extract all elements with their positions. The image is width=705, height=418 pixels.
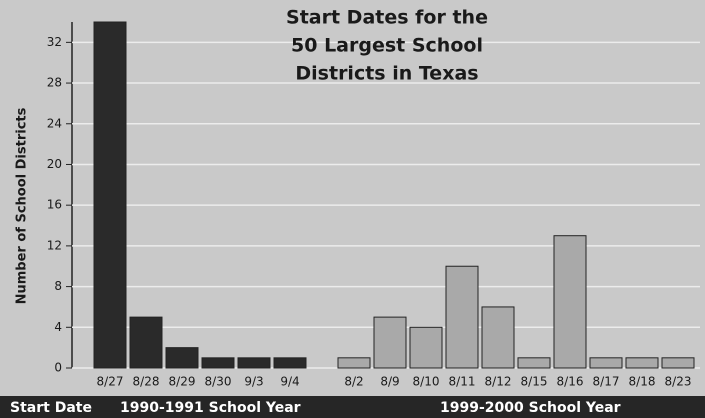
x-tick-label: 8/30	[205, 375, 232, 389]
x-tick-label: 8/11	[449, 375, 476, 389]
y-tick-label: 20	[47, 157, 62, 171]
x-tick-label: 8/18	[629, 375, 656, 389]
bar	[166, 348, 198, 368]
bar	[238, 358, 270, 368]
x-axis-label: Start Date	[10, 400, 92, 416]
y-tick-label: 28	[47, 76, 62, 90]
y-tick-label: 16	[47, 198, 62, 212]
x-tick-label: 8/9	[380, 375, 399, 389]
bar	[590, 358, 622, 368]
x-tick-label: 8/28	[133, 375, 160, 389]
x-tick-label: 8/12	[485, 375, 512, 389]
y-tick-label: 8	[54, 279, 62, 293]
y-axis-label: Number of School Districts	[15, 107, 30, 304]
chart: Start Dates for the 50 Largest School Di…	[0, 0, 705, 418]
legend-label: 1990-1991 School Year	[120, 400, 301, 416]
bar	[338, 358, 370, 368]
x-tick-label: 9/3	[244, 375, 263, 389]
x-tick-label: 8/2	[344, 375, 363, 389]
bar	[374, 317, 406, 368]
x-tick-label: 8/10	[413, 375, 440, 389]
x-tick-label: 8/17	[593, 375, 620, 389]
x-tick-label: 9/4	[280, 375, 299, 389]
chart-title: Start Dates for the	[286, 7, 488, 29]
x-tick-label: 8/23	[665, 375, 692, 389]
bar	[446, 266, 478, 368]
chart-title: Districts in Texas	[295, 63, 478, 85]
x-tick-label: 8/16	[557, 375, 584, 389]
x-tick-label: 8/27	[97, 375, 124, 389]
footer-band: Start Date 1990-1991 School Year 1999-20…	[0, 396, 705, 418]
bar	[482, 307, 514, 368]
x-tick-label: 8/29	[169, 375, 196, 389]
bar	[410, 327, 442, 368]
legend-label: 1999-2000 School Year	[440, 400, 621, 416]
bar	[554, 236, 586, 368]
bar	[94, 22, 126, 368]
bar	[518, 358, 550, 368]
bar	[130, 317, 162, 368]
y-tick-label: 4	[54, 320, 62, 334]
bar	[662, 358, 694, 368]
y-tick-label: 32	[47, 35, 62, 49]
chart-title: 50 Largest School	[291, 35, 483, 57]
bar	[274, 358, 306, 368]
y-tick-label: 24	[47, 116, 62, 130]
y-tick-label: 12	[47, 238, 62, 252]
bar	[626, 358, 658, 368]
bar	[202, 358, 234, 368]
y-tick-label: 0	[54, 361, 62, 375]
x-tick-label: 8/15	[521, 375, 548, 389]
